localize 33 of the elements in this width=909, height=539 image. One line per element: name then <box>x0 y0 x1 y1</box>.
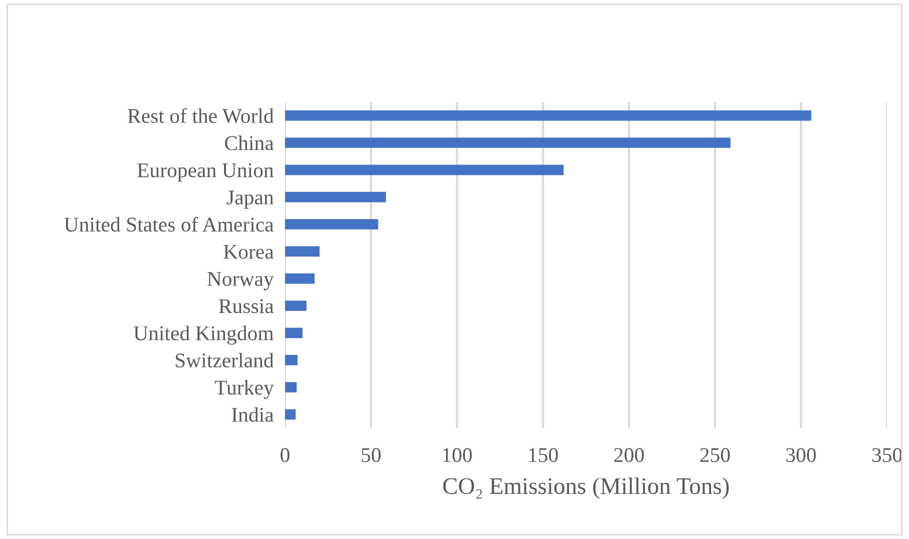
x-tick-label: 50 <box>362 448 381 462</box>
bar <box>285 382 297 392</box>
bar <box>285 273 315 284</box>
y-tick-label: European Union <box>137 163 274 182</box>
x-tick-label: 300 <box>786 448 816 462</box>
bar <box>285 110 812 121</box>
bar <box>285 328 303 338</box>
y-tick-label: Rest of the World <box>128 108 274 124</box>
x-tick-label: 100 <box>443 448 472 462</box>
y-tick-label: Korea <box>224 245 274 259</box>
y-tick-label: United States of America <box>64 216 274 232</box>
y-tick-label: China <box>224 136 274 150</box>
y-tick-label: Norway <box>207 272 274 290</box>
y-tick-label: Russia <box>218 299 274 314</box>
y-tick-label: Switzerland <box>176 352 274 368</box>
y-tick-label: Japan <box>226 190 274 209</box>
x-tick-label: 0 <box>280 448 290 462</box>
bar <box>285 138 730 148</box>
y-tick-label: United Kingdom <box>134 326 274 345</box>
x-axis-title: CO₂ Emissions (Million Tons) <box>443 477 729 499</box>
x-tick-label: 150 <box>529 448 558 462</box>
y-tick-label: Turkey <box>214 380 274 399</box>
x-tick-label: 350 <box>872 448 902 462</box>
x-tick-label: 200 <box>614 448 644 462</box>
bar <box>285 164 564 176</box>
bar <box>285 192 386 202</box>
bar <box>285 354 298 366</box>
bar <box>285 219 378 230</box>
x-tick-label: 250 <box>700 448 730 462</box>
bar <box>285 409 296 420</box>
bar <box>285 246 320 257</box>
y-tick-label: India <box>232 407 274 422</box>
bar <box>285 300 306 311</box>
